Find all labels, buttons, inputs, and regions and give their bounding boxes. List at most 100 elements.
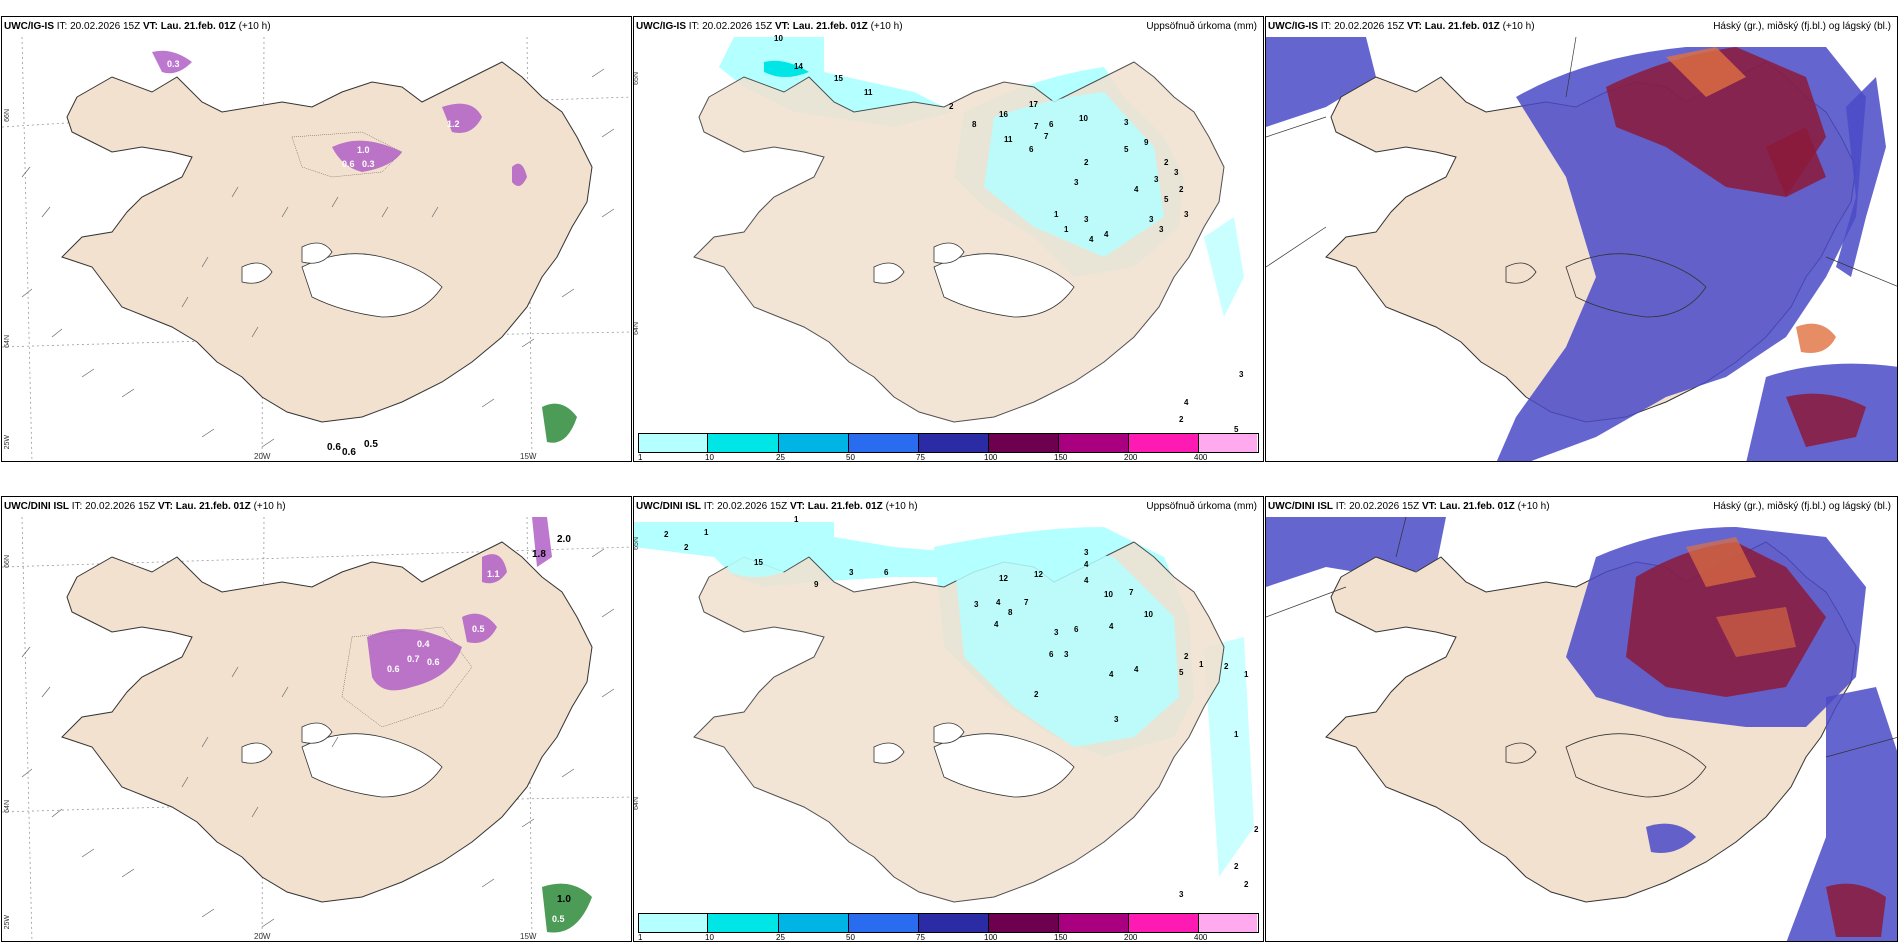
svg-text:3: 3 — [1054, 628, 1059, 637]
cloud-map-panel-top: UWC/IG-IS IT: 20.02.2026 15Z VT: Lau. 21… — [1265, 16, 1898, 462]
svg-text:4: 4 — [1134, 185, 1139, 194]
svg-text:15: 15 — [754, 558, 763, 567]
svg-text:16: 16 — [999, 110, 1008, 119]
svg-text:10: 10 — [1144, 610, 1153, 619]
model-name: UWC/DINI ISL — [1268, 501, 1333, 512]
vt-value: Lau. 21.feb. 01Z — [792, 21, 868, 32]
wind-map-panel-bottom: UWC/DINI ISL IT: 20.02.2026 15Z VT: Lau.… — [1, 496, 632, 942]
svg-text:2: 2 — [664, 530, 669, 539]
svg-text:4: 4 — [1184, 398, 1189, 407]
svg-text:15: 15 — [834, 74, 843, 83]
svg-text:4: 4 — [1084, 576, 1089, 585]
svg-text:2: 2 — [1179, 415, 1184, 424]
svg-text:3: 3 — [974, 600, 979, 609]
svg-text:10: 10 — [774, 34, 783, 43]
precip-map-panel-top: UWC/IG-IS IT: 20.02.2026 15Z VT: Lau. 21… — [633, 16, 1264, 462]
svg-text:2: 2 — [1234, 862, 1239, 871]
svg-text:6: 6 — [1049, 650, 1054, 659]
wind-value: 0.6 — [342, 447, 356, 458]
svg-text:4: 4 — [1089, 235, 1094, 244]
svg-text:7: 7 — [1034, 122, 1039, 131]
precip-title: Uppsöfnuð úrkoma (mm) — [1146, 501, 1257, 512]
svg-text:5: 5 — [1179, 668, 1184, 677]
lon-label-20w: 20W — [254, 932, 271, 941]
panel-header: UWC/DINI ISL IT: 20.02.2026 15Z VT: Lau.… — [636, 501, 918, 512]
lat-label-65: 65N — [633, 537, 640, 550]
svg-text:2: 2 — [1254, 825, 1259, 834]
iceland-land — [61, 61, 593, 423]
svg-text:3: 3 — [1084, 215, 1089, 224]
it-value: 20.02.2026 15Z — [702, 21, 773, 32]
ice-value: 1.0 — [357, 145, 370, 155]
cbar-segment — [989, 914, 1059, 932]
svg-text:14: 14 — [794, 62, 803, 71]
cbar-segment — [779, 914, 849, 932]
svg-text:1: 1 — [704, 528, 709, 537]
svg-text:6: 6 — [1029, 145, 1034, 154]
lon-label-15w: 15W — [520, 452, 537, 461]
svg-text:6: 6 — [1049, 120, 1054, 129]
lead-time: (+10 h) — [238, 21, 271, 32]
vt-label: VT: — [1406, 21, 1422, 32]
ice-value: 0.6 — [387, 664, 400, 674]
cbar-segment — [919, 434, 989, 452]
lat-label-64: 64N — [4, 800, 11, 813]
svg-text:3: 3 — [1174, 168, 1179, 177]
panel-header: UWC/IG-IS IT: 20.02.2026 15Z VT: Lau. 21… — [4, 21, 271, 32]
lat-label-64: 64N — [633, 797, 640, 810]
model-name: UWC/IG-IS — [636, 21, 686, 32]
wind-map-panel-top: UWC/IG-IS IT: 20.02.2026 15Z VT: Lau. 21… — [1, 16, 632, 462]
wind-value: 1.0 — [557, 894, 571, 905]
svg-text:10: 10 — [1104, 590, 1113, 599]
cloud-title: Háský (gr.), miðský (fj.bl.) og lágský (… — [1713, 21, 1891, 32]
vt-label: VT: — [157, 501, 173, 512]
precip-map-panel-bottom: UWC/DINI ISL IT: 20.02.2026 15Z VT: Lau.… — [633, 496, 1264, 942]
svg-text:2: 2 — [1084, 158, 1089, 167]
svg-text:6: 6 — [1074, 625, 1079, 634]
svg-text:4: 4 — [1084, 560, 1089, 569]
svg-text:1: 1 — [1244, 670, 1249, 679]
ice-value: 2.0 — [557, 534, 571, 545]
cbar-segment — [639, 434, 708, 452]
svg-text:12: 12 — [1034, 570, 1043, 579]
panel-header: UWC/DINI ISL IT: 20.02.2026 15Z VT: Lau.… — [1268, 501, 1550, 512]
it-label: IT: — [688, 21, 700, 32]
vt-value: Lau. 21.feb. 01Z — [1424, 21, 1500, 32]
lead-time: (+10 h) — [1502, 21, 1535, 32]
cbar-segment — [779, 434, 849, 452]
colorbar-labels: 1 10 25 50 75 100 150 200 400 — [638, 453, 1208, 462]
svg-text:4: 4 — [1104, 230, 1109, 239]
vt-value: Lau. 21.feb. 01Z — [175, 501, 251, 512]
lat-label-64: 64N — [4, 335, 11, 348]
svg-text:2: 2 — [1034, 690, 1039, 699]
svg-text:2: 2 — [949, 102, 954, 111]
model-name: UWC/DINI ISL — [636, 501, 701, 512]
it-label: IT: — [1320, 21, 1332, 32]
lat-label-66: 66N — [4, 109, 11, 122]
svg-text:9: 9 — [814, 580, 819, 589]
precip-map-svg: 10 14 15 11 2 8 16 17 6 10 3 7 7 11 6 9 … — [693, 34, 1244, 434]
cbar-segment — [1059, 434, 1129, 452]
svg-text:7: 7 — [1044, 132, 1049, 141]
wind-value: 0.5 — [364, 439, 378, 450]
precip-labels: 10 14 15 11 2 8 16 17 6 10 3 7 7 11 6 9 … — [774, 34, 1244, 434]
cbar-segment — [1129, 434, 1199, 452]
it-value: 20.02.2026 15Z — [70, 21, 141, 32]
svg-text:3: 3 — [1239, 370, 1244, 379]
ice-value: 1.1 — [487, 569, 500, 579]
svg-text:11: 11 — [1004, 135, 1013, 144]
cbar-segment — [1059, 914, 1129, 932]
it-label: IT: — [71, 501, 83, 512]
lat-label-65: 65N — [633, 72, 640, 85]
svg-text:12: 12 — [999, 574, 1008, 583]
svg-text:3: 3 — [1179, 890, 1184, 899]
svg-text:5: 5 — [1164, 195, 1169, 204]
lon-label-25w: 25W — [4, 915, 11, 930]
cbar-segment — [708, 434, 779, 452]
lon-label-25w: 25W — [4, 435, 11, 450]
svg-text:3: 3 — [1159, 225, 1164, 234]
svg-text:8: 8 — [1008, 608, 1013, 617]
cloud-map-svg — [1266, 516, 1897, 941]
lead-time: (+10 h) — [1517, 501, 1550, 512]
ice-value: 0.6 — [342, 159, 355, 169]
